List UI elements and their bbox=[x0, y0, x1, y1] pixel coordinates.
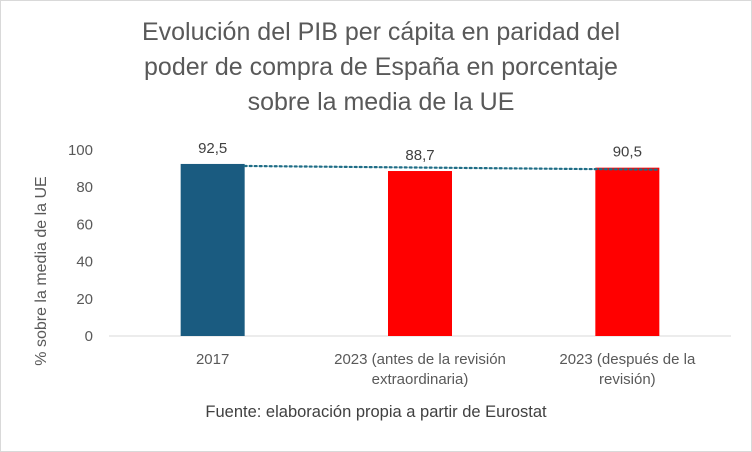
x-tick-label: revisión) bbox=[599, 371, 656, 388]
y-tick-label: 60 bbox=[76, 216, 93, 233]
chart-title-line-2: poder de compra de España en porcentaje bbox=[144, 53, 618, 81]
chart-title: Evolución del PIB per cápita en paridad … bbox=[61, 15, 701, 120]
data-label: 90,5 bbox=[613, 144, 642, 161]
x-tick-label: 2023 (antes de la revisión bbox=[334, 351, 506, 368]
y-axis-label: % sobre la media de la UE bbox=[33, 176, 50, 366]
chart-title-line-3: sobre la media de la UE bbox=[247, 88, 515, 116]
chart-title-line-1: Evolución del PIB per cápita en paridad … bbox=[141, 18, 621, 46]
x-tick-label: 2023 (después de la bbox=[559, 351, 696, 368]
data-label: 88,7 bbox=[405, 147, 434, 164]
data-label: 92,5 bbox=[198, 140, 227, 157]
y-tick-label: 20 bbox=[76, 291, 93, 308]
x-tick-label: extraordinaria) bbox=[372, 371, 469, 388]
y-tick-label: 100 bbox=[68, 142, 93, 159]
x-tick-label: 2017 bbox=[196, 351, 229, 368]
trendline bbox=[243, 164, 661, 171]
bar bbox=[595, 167, 660, 336]
bar bbox=[388, 171, 452, 336]
y-tick-label: 0 bbox=[85, 328, 93, 345]
source-note: Fuente: elaboración propia a partir de E… bbox=[205, 403, 547, 421]
y-tick-label: 40 bbox=[76, 254, 93, 271]
y-tick-label: 80 bbox=[76, 179, 93, 196]
bar bbox=[180, 163, 245, 336]
